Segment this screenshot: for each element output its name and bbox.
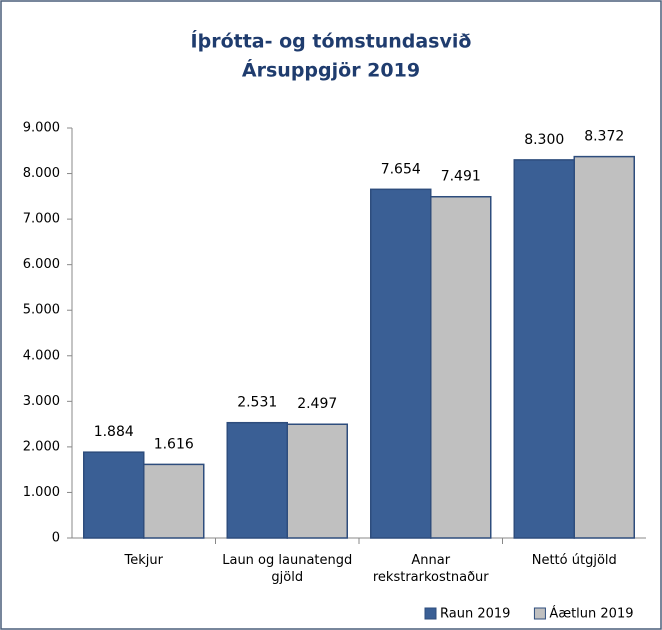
x-tick-label: Tekjur — [124, 553, 163, 568]
bar — [513, 159, 575, 539]
chart-subtitle: Ársuppgjör 2019 — [242, 59, 420, 82]
value-label: 7.654 — [381, 161, 421, 177]
value-label: 7.491 — [441, 169, 481, 185]
y-tick-label: 4.000 — [23, 348, 60, 363]
y-tick-label: 2.000 — [23, 439, 60, 454]
value-label: 8.300 — [524, 132, 564, 148]
bar — [286, 423, 348, 539]
bar — [430, 195, 492, 539]
y-tick-label: 7.000 — [23, 212, 60, 227]
bar — [226, 421, 288, 539]
y-tick-label: 8.000 — [23, 166, 60, 181]
bar — [573, 155, 635, 539]
chart-title: Íþrótta- og tómstundasvið — [191, 30, 472, 53]
y-tick-label: 1.000 — [23, 485, 60, 500]
value-label: 8.372 — [584, 129, 624, 145]
y-tick-label: 6.000 — [23, 257, 60, 272]
legend-swatch — [533, 607, 546, 620]
value-label: 2.531 — [237, 395, 277, 411]
legend-label: Áætlun 2019 — [549, 606, 633, 622]
x-tick-label: Laun og launatengd gjöld — [222, 553, 353, 585]
x-tick-label: Annar rekstrarkostnaður — [372, 553, 489, 585]
y-tick-label: 3.000 — [23, 394, 60, 409]
y-tick-label: 0 — [52, 531, 60, 546]
bar — [83, 451, 145, 539]
y-tick-label: 5.000 — [23, 303, 60, 318]
legend-label: Raun 2019 — [440, 607, 510, 622]
x-tick-label: Nettó útgjöld — [531, 553, 617, 568]
y-tick-label: 9.000 — [23, 121, 60, 136]
value-label: 2.497 — [297, 396, 337, 412]
bar — [370, 188, 432, 539]
value-label: 1.884 — [94, 424, 134, 440]
bar — [143, 463, 205, 539]
value-label: 1.616 — [154, 436, 194, 452]
legend-swatch — [424, 607, 437, 620]
